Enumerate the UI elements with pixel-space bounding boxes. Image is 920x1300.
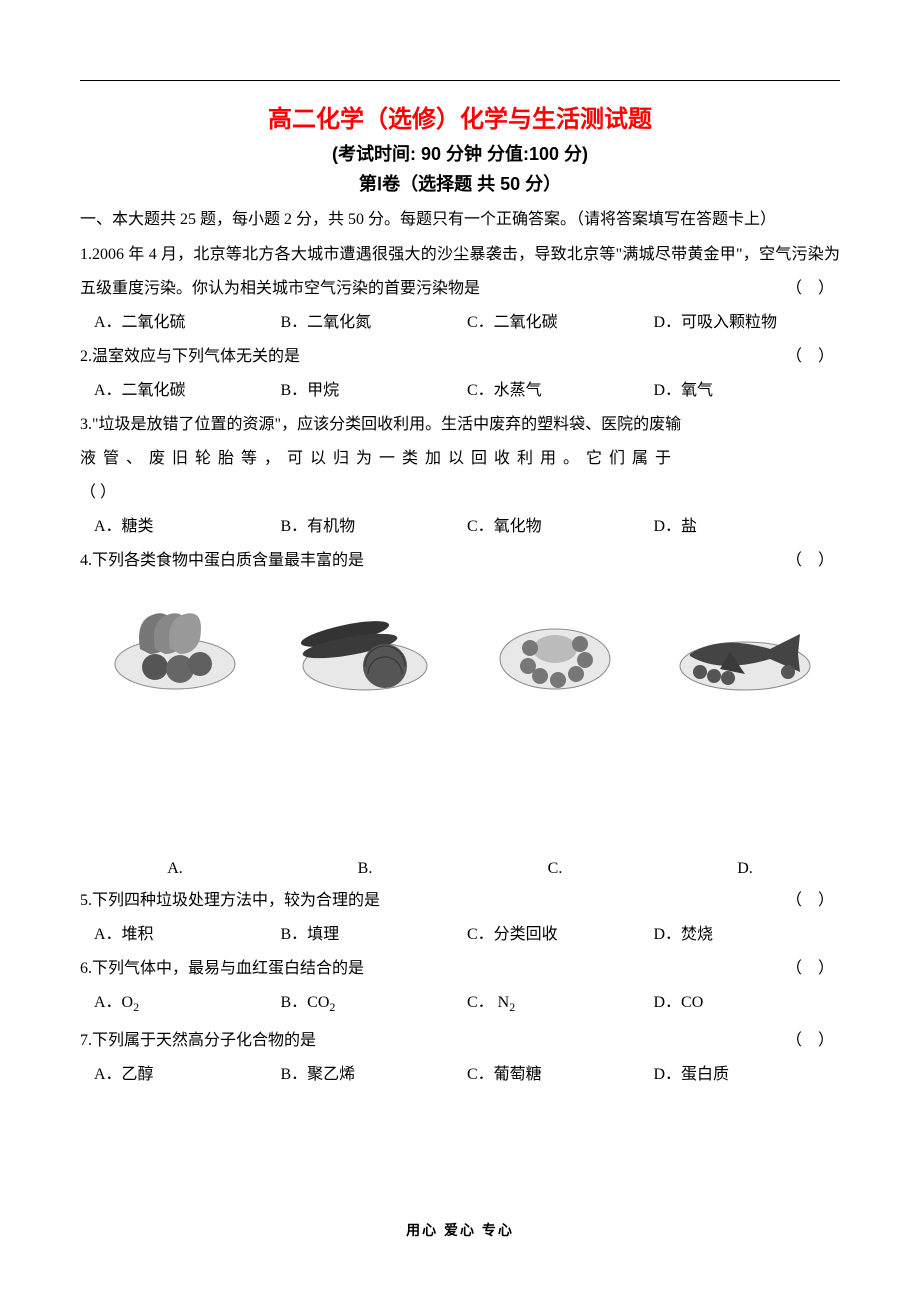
q2-opt-a: A．二氧化碳: [94, 374, 281, 408]
q7-opt-a: A．乙醇: [94, 1058, 281, 1092]
q4-label-c: C.: [460, 854, 650, 884]
q2-text: 2.温室效应与下列气体无关的是: [80, 340, 300, 374]
q2-blank: （ ）: [786, 340, 840, 374]
q1-opt-b: B．二氧化氮: [281, 306, 468, 340]
q5-blank: （ ）: [786, 884, 840, 918]
q5-options: A．堆积 B．填理 C．分类回收 D．焚烧: [80, 918, 840, 952]
q6-row: 6.下列气体中，最易与血红蛋白结合的是 （ ）: [80, 952, 840, 986]
q2-opt-d: D．氧气: [654, 374, 841, 408]
q5-opt-b: B．填理: [281, 918, 468, 952]
top-rule: [80, 80, 840, 81]
q4-img-b: [290, 594, 440, 694]
q5-opt-a: A．堆积: [94, 918, 281, 952]
q6-opt-d: D．CO: [654, 986, 841, 1024]
q3-blank: （ ）: [80, 484, 116, 501]
q3-options: A．糖类 B．有机物 C．氧化物 D．盐: [80, 510, 840, 544]
q4-label-a: A.: [80, 854, 270, 884]
q1-opt-d: D．可吸入颗粒物: [654, 306, 841, 340]
q1-opt-a: A．二氧化硫: [94, 306, 281, 340]
q5-opt-c: C．分类回收: [467, 918, 654, 952]
q5-row: 5.下列四种垃圾处理方法中，较为合理的是 （ ）: [80, 884, 840, 918]
q2-opt-b: B．甲烷: [281, 374, 468, 408]
q6-blank: （ ）: [786, 952, 840, 986]
q4-img-a: [100, 594, 250, 694]
q3-opt-c: C．氧化物: [467, 510, 654, 544]
q4-row: 4.下列各类食物中蛋白质含量最丰富的是 （ ）: [80, 544, 840, 578]
q3-line2: 液管、废旧轮胎等，可以归为一类加以回收利用。它们属于: [80, 442, 840, 476]
section-heading: 第Ⅰ卷（选择题 共 50 分）: [80, 170, 840, 196]
q7-options: A．乙醇 B．聚乙烯 C．葡萄糖 D．蛋白质: [80, 1058, 840, 1092]
q7-row: 7.下列属于天然高分子化合物的是 （ ）: [80, 1024, 840, 1058]
q6-opt-b: B．CO2: [281, 986, 468, 1024]
q7-blank: （ ）: [786, 1024, 840, 1058]
footer: 用心 爱心 专心: [0, 1220, 920, 1240]
q4-img-d: [670, 594, 820, 694]
q1-opt-c: C．二氧化碳: [467, 306, 654, 340]
q1-options: A．二氧化硫 B．二氧化氮 C．二氧化碳 D．可吸入颗粒物: [80, 306, 840, 340]
q4-label-b: B.: [270, 854, 460, 884]
q3-opt-a: A．糖类: [94, 510, 281, 544]
q4-blank: （ ）: [786, 544, 840, 578]
q5-opt-d: D．焚烧: [654, 918, 841, 952]
q3-opt-b: B．有机物: [281, 510, 468, 544]
q7-opt-c: C．葡萄糖: [467, 1058, 654, 1092]
q6-opt-c: C． N2: [467, 986, 654, 1024]
q1-blank: （ ）: [786, 272, 840, 306]
q7-text: 7.下列属于天然高分子化合物的是: [80, 1024, 316, 1058]
q4-images: [80, 584, 840, 704]
q5-text: 5.下列四种垃圾处理方法中，较为合理的是: [80, 884, 380, 918]
q6-text: 6.下列气体中，最易与血红蛋白结合的是: [80, 952, 364, 986]
q6-options: A．O2 B．CO2 C． N2 D．CO: [80, 986, 840, 1024]
q4-label-d: D.: [650, 854, 840, 884]
q6-opt-a: A．O2: [94, 986, 281, 1024]
q3-line1: 3."垃圾是放错了位置的资源"，应该分类回收利用。生活中废弃的塑料袋、医院的废输: [80, 408, 840, 442]
q7-opt-b: B．聚乙烯: [281, 1058, 468, 1092]
q1-stem: 1.2006 年 4 月，北京等北方各大城市遭遇很强大的沙尘暴袭击，导致北京等"…: [80, 246, 840, 297]
q7-opt-d: D．蛋白质: [654, 1058, 841, 1092]
q2-opt-c: C．水蒸气: [467, 374, 654, 408]
q2-options: A．二氧化碳 B．甲烷 C．水蒸气 D．氧气: [80, 374, 840, 408]
q4-img-c: [480, 594, 630, 694]
q4-text: 4.下列各类食物中蛋白质含量最丰富的是: [80, 544, 364, 578]
q4-labels: A. B. C. D.: [80, 854, 840, 884]
exam-title: 高二化学（选修）化学与生活测试题: [80, 99, 840, 134]
instructions: 一、本大题共 25 题，每小题 2 分，共 50 分。每题只有一个正确答案。（请…: [80, 206, 840, 234]
q3-blank-line: （ ）: [80, 476, 840, 510]
q2-row: 2.温室效应与下列气体无关的是 （ ）: [80, 340, 840, 374]
q1-text: 1.2006 年 4 月，北京等北方各大城市遭遇很强大的沙尘暴袭击，导致北京等"…: [80, 238, 840, 306]
exam-subtitle: (考试时间: 90 分钟 分值:100 分): [80, 140, 840, 166]
q3-opt-d: D．盐: [654, 510, 841, 544]
